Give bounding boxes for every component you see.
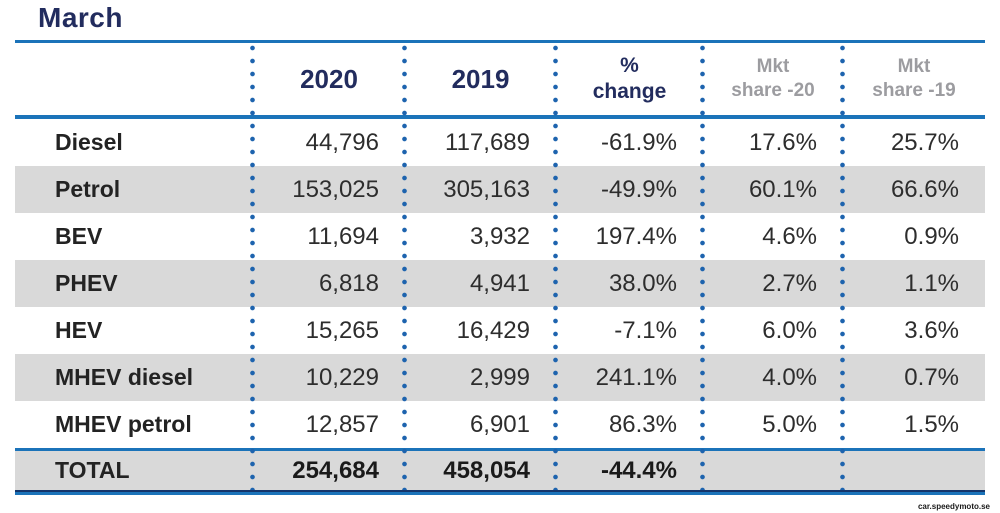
value-mkt-share-19: 1.5%	[904, 410, 959, 438]
table-header-row: 2020 2019 % change Mkt share -20 Mkt sha…	[15, 43, 985, 115]
row-label: Diesel	[55, 129, 123, 155]
page-title: March	[38, 2, 123, 33]
value-2020: 15,265	[305, 316, 379, 344]
header-rule	[15, 115, 985, 119]
value-change: 38.0%	[608, 269, 677, 297]
header-mkt-share-19-line1: Mkt	[897, 56, 931, 78]
value-change: 86.3%	[608, 410, 677, 438]
value-2020: 44,796	[305, 128, 379, 156]
header-percent-change-line2: change	[592, 80, 667, 103]
value-change: -7.1%	[614, 316, 677, 344]
column-separator-dotted	[840, 43, 845, 490]
value-2019: 305,163	[443, 175, 530, 203]
row-label: MHEV petrol	[55, 411, 192, 437]
table-row-total: TOTAL 254,684 458,054 -44.4%	[15, 451, 985, 490]
header-percent-change-line1: %	[620, 53, 639, 77]
value-mkt-share-19: 0.9%	[904, 222, 959, 250]
row-label: BEV	[55, 223, 103, 249]
value-mkt-share-19: 1.1%	[904, 269, 959, 297]
value-mkt-share-20: 2.7%	[762, 269, 817, 297]
header-fuel-type	[15, 43, 253, 115]
table-row-diesel: Diesel 44,796 117,689 -61.9% 17.6% 25.7%	[15, 119, 985, 166]
value-mkt-share-19	[843, 451, 985, 490]
column-separator-dotted	[250, 43, 255, 490]
value-mkt-share-20	[703, 451, 843, 490]
header-2020: 2020	[300, 63, 358, 94]
value-change: 197.4%	[595, 222, 677, 250]
value-2020: 254,684	[292, 456, 379, 484]
table-row-mhev-diesel: MHEV diesel 10,229 2,999 241.1% 4.0% 0.7…	[15, 354, 985, 401]
value-2020: 10,229	[305, 363, 379, 391]
value-mkt-share-20: 4.0%	[762, 363, 817, 391]
bottom-rule-dark	[15, 490, 985, 492]
value-change: -61.9%	[600, 128, 677, 156]
value-mkt-share-19: 0.7%	[904, 363, 959, 391]
row-label: MHEV diesel	[55, 364, 194, 390]
header-mkt-share-19: Mkt share -19	[843, 43, 985, 115]
value-2019: 6,901	[469, 410, 530, 438]
fuel-type-table: 2020 2019 % change Mkt share -20 Mkt sha…	[15, 40, 985, 495]
column-separator-dotted	[402, 43, 407, 490]
value-mkt-share-20: 6.0%	[762, 316, 817, 344]
value-mkt-share-20: 5.0%	[762, 410, 817, 438]
value-mkt-share-19: 66.6%	[890, 175, 959, 203]
value-2020: 6,818	[318, 269, 379, 297]
value-2019: 4,941	[469, 269, 530, 297]
table-row-hev: HEV 15,265 16,429 -7.1% 6.0% 3.6%	[15, 307, 985, 354]
value-2020: 12,857	[305, 410, 379, 438]
value-change: -44.4%	[600, 456, 677, 484]
total-top-rule	[15, 448, 985, 451]
value-change: 241.1%	[595, 363, 677, 391]
value-mkt-share-20: 17.6%	[748, 128, 817, 156]
header-percent-change: % change	[556, 43, 703, 115]
table-row-bev: BEV 11,694 3,932 197.4% 4.6% 0.9%	[15, 213, 985, 260]
header-mkt-share-20-line1: Mkt	[756, 56, 790, 78]
value-mkt-share-20: 4.6%	[762, 222, 817, 250]
header-mkt-share-20: Mkt share -20	[703, 43, 843, 115]
bottom-rule-blue	[15, 492, 985, 495]
value-mkt-share-19: 3.6%	[904, 316, 959, 344]
value-2020: 153,025	[292, 175, 379, 203]
column-separator-dotted	[700, 43, 705, 490]
value-2019: 16,429	[456, 316, 530, 344]
table-row-phev: PHEV 6,818 4,941 38.0% 2.7% 1.1%	[15, 260, 985, 307]
value-2019: 2,999	[469, 363, 530, 391]
value-mkt-share-19: 25.7%	[890, 128, 959, 156]
table-row-mhev-petrol: MHEV petrol 12,857 6,901 86.3% 5.0% 1.5%	[15, 401, 985, 448]
value-change: -49.9%	[600, 175, 677, 203]
watermark-text: car.speedymoto.se	[917, 502, 990, 511]
header-2019: 2019	[451, 63, 510, 94]
value-2019: 458,054	[443, 456, 530, 484]
row-label: PHEV	[55, 270, 118, 296]
value-2020: 11,694	[307, 222, 379, 250]
column-separator-dotted	[553, 43, 558, 490]
header-mkt-share-20-line2: share -20	[731, 80, 815, 101]
value-2019: 117,689	[445, 128, 530, 156]
row-label: TOTAL	[55, 457, 130, 483]
row-label: HEV	[55, 317, 103, 343]
value-2019: 3,932	[469, 222, 530, 250]
table-row-petrol: Petrol 153,025 305,163 -49.9% 60.1% 66.6…	[15, 166, 985, 213]
value-mkt-share-20: 60.1%	[748, 175, 817, 203]
header-mkt-share-19-line2: share -19	[872, 80, 956, 101]
top-rule	[15, 40, 985, 43]
row-label: Petrol	[55, 176, 121, 202]
